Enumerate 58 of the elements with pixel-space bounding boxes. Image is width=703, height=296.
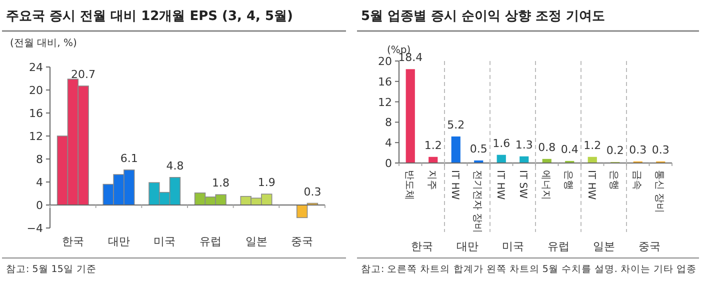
data-label: 0.4 — [560, 142, 578, 156]
data-label: 1.2 — [584, 138, 602, 152]
x-tick-label: IT HW — [448, 170, 460, 200]
data-label: 6.1 — [120, 152, 138, 165]
y-tick-label: 8 — [36, 153, 43, 166]
data-label: 0.3 — [304, 185, 322, 198]
y-tick-label: 0 — [36, 199, 43, 212]
text: 참고: 오른쪽 차트의 합계가 왼쪽 차트의 5월 수치를 설명. 차이는 기타 업종 — [361, 264, 696, 275]
x-tick-label: 미국 — [154, 235, 176, 248]
y-tick-label: 20 — [29, 84, 43, 97]
y-tick-label: 12 — [29, 130, 43, 143]
data-label: 5.2 — [447, 118, 465, 132]
data-label: 0.5 — [470, 142, 488, 156]
x-tick-label: 에너지 — [540, 170, 551, 200]
data-label: 0.3 — [652, 143, 670, 156]
y-tick-label: 8 — [385, 116, 392, 130]
y-tick-label: 4 — [385, 136, 392, 150]
data-label: 1.8 — [212, 176, 230, 190]
data-label: 1.9 — [258, 176, 276, 190]
x-tick-label: 금속 — [630, 170, 642, 190]
bar — [406, 69, 415, 163]
data-label: 4.8 — [166, 159, 184, 172]
data-label: 0.2 — [606, 144, 624, 157]
data-label: 1.2 — [424, 138, 442, 152]
chart-title: 주요국 증시 전월 대비 12개월 EPS (3, 4, 5월) — [6, 9, 293, 24]
y-tick-label: −4 — [26, 222, 43, 235]
y-tick-label: 0 — [385, 157, 392, 170]
y-tick-label: 16 — [378, 75, 392, 88]
x-tick-label: 통신 장비 — [654, 170, 665, 214]
y-tick-label: 16 — [29, 107, 43, 120]
text: 참고: 5월 15일 기준 — [6, 264, 96, 275]
x-tick-label: 대만 — [108, 235, 130, 248]
data-label: 0.8 — [538, 140, 556, 154]
y-tick-label: 4 — [36, 176, 43, 189]
x-tick-label: 유럽 — [199, 235, 222, 248]
x-tick-label: 지주 — [426, 170, 438, 190]
x-tick-label: IT SW — [517, 170, 528, 199]
bar — [496, 154, 506, 163]
x-tick-label: 한국 — [62, 235, 84, 248]
y-tick-label: 12 — [378, 96, 392, 109]
y-axis-title: (전월 대비, %) — [10, 38, 77, 49]
data-label: 1.6 — [492, 136, 510, 150]
x-tick-label: 반도체 — [403, 170, 414, 200]
bar — [451, 136, 460, 163]
data-label: 0.3 — [629, 143, 647, 156]
chart-title: 5월 업종별 증시 순이익 상향 조정 기여도 — [361, 9, 606, 24]
x-tick-label: 은행 — [562, 170, 574, 190]
bar — [520, 156, 529, 163]
x-tick-label: 중국 — [291, 235, 314, 248]
y-tick-label: 20 — [378, 55, 392, 68]
y-tick-label: 24 — [29, 61, 43, 74]
x-tick-label: IT HW — [585, 170, 596, 200]
data-label: 20.7 — [71, 68, 96, 81]
x-tick-label: 전기전자 장비 — [472, 170, 483, 234]
data-label: 1.3 — [515, 138, 533, 152]
x-tick-label: 은행 — [608, 170, 620, 190]
x-tick-label: 일본 — [245, 235, 268, 248]
x-tick-label: IT HW — [494, 170, 506, 200]
